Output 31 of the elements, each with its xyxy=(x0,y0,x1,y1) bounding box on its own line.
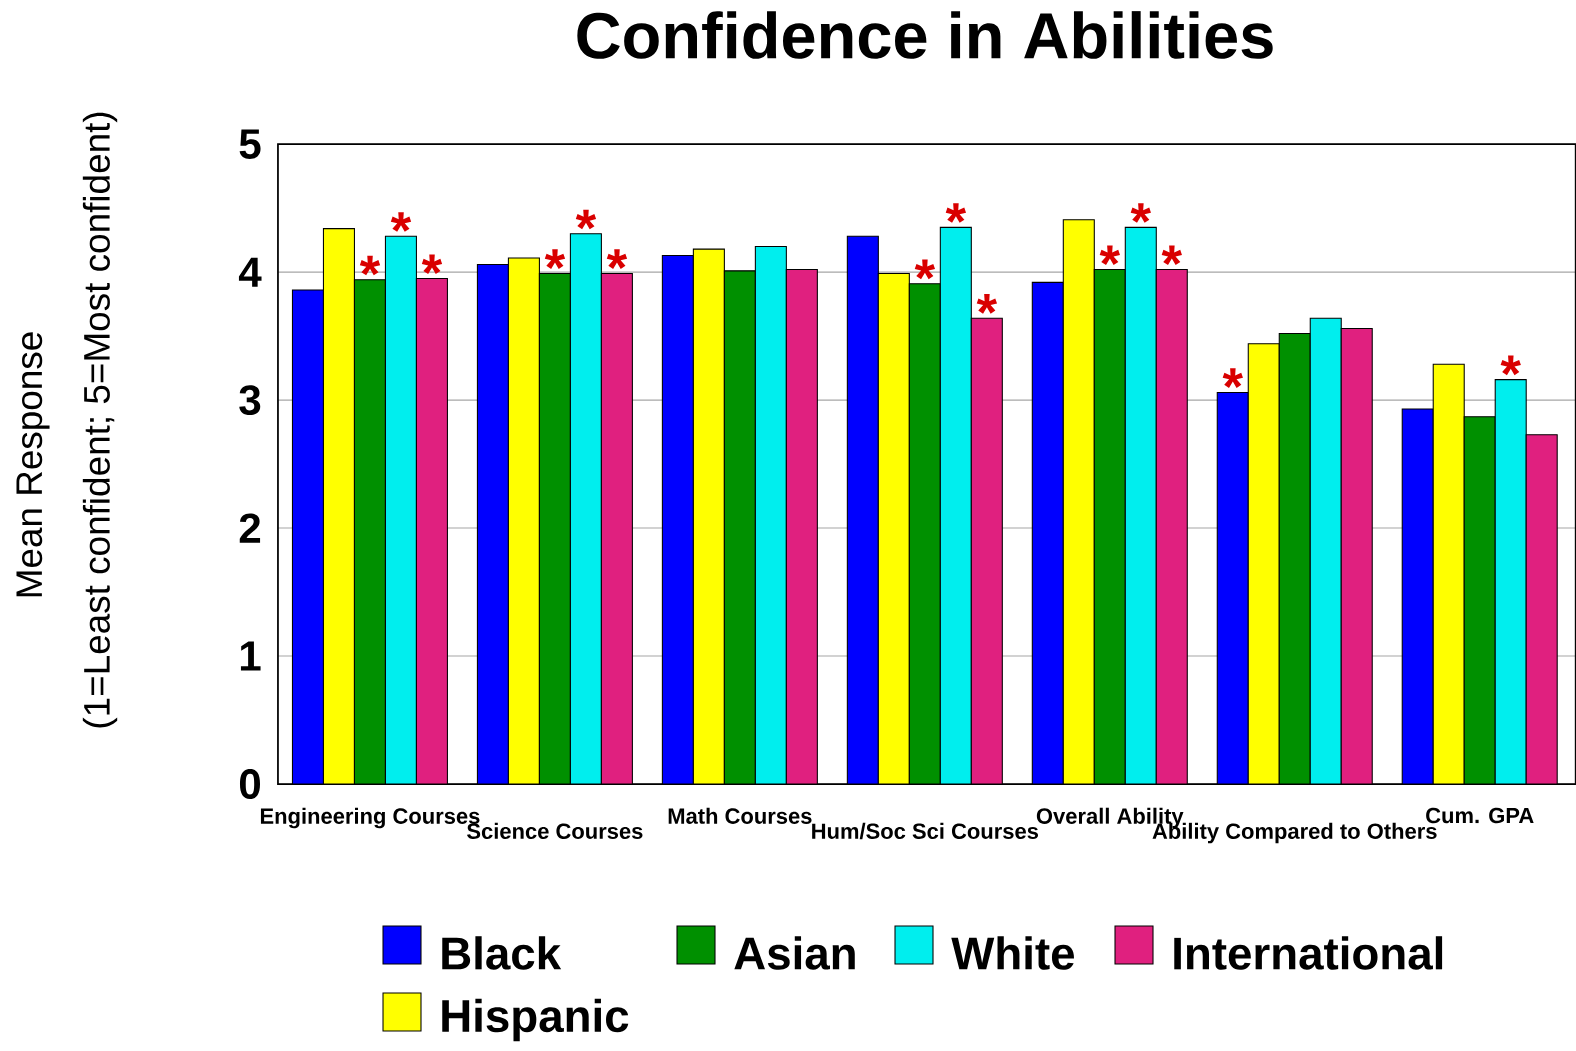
legend-label: International xyxy=(1174,936,1443,970)
legend-label: Asian xyxy=(734,936,855,970)
data-label: * xyxy=(1099,245,1120,266)
y-tick-label: 2 xyxy=(239,513,261,543)
data-label: * xyxy=(421,254,443,275)
y-tick-label: 4 xyxy=(238,257,262,287)
data-label: * xyxy=(1500,355,1521,376)
legend-label: White xyxy=(951,936,1074,970)
x-tick-label: Math Courses xyxy=(668,807,812,824)
x-tick-label: Hum/Soc Sci Courses xyxy=(812,822,1039,840)
data-label: * xyxy=(575,209,597,230)
data-label: * xyxy=(976,294,998,314)
legend-label: Black xyxy=(442,936,562,970)
y-tick-label: 1 xyxy=(240,641,261,671)
data-label: * xyxy=(1222,368,1243,388)
y-tick-label: 0 xyxy=(239,769,261,799)
data-label: * xyxy=(606,249,628,269)
data-label: * xyxy=(1130,203,1151,223)
chart-title: Confidence in Abilities xyxy=(577,11,1273,59)
data-label: * xyxy=(390,212,412,232)
text: Mean Response xyxy=(16,332,50,597)
text: (1=Least confident; 5=Most confident) xyxy=(82,112,118,728)
y-tick-label: 5 xyxy=(239,129,261,159)
data-label: * xyxy=(1161,245,1182,266)
legend-label: Hispanic xyxy=(442,998,629,1042)
data-label: * xyxy=(544,249,566,269)
data-label: * xyxy=(914,259,936,280)
data-label: * xyxy=(359,255,381,276)
x-tick-label: Cum. GPA xyxy=(1426,807,1534,824)
y-tick-label: 3 xyxy=(239,385,261,416)
data-label: * xyxy=(945,203,967,223)
